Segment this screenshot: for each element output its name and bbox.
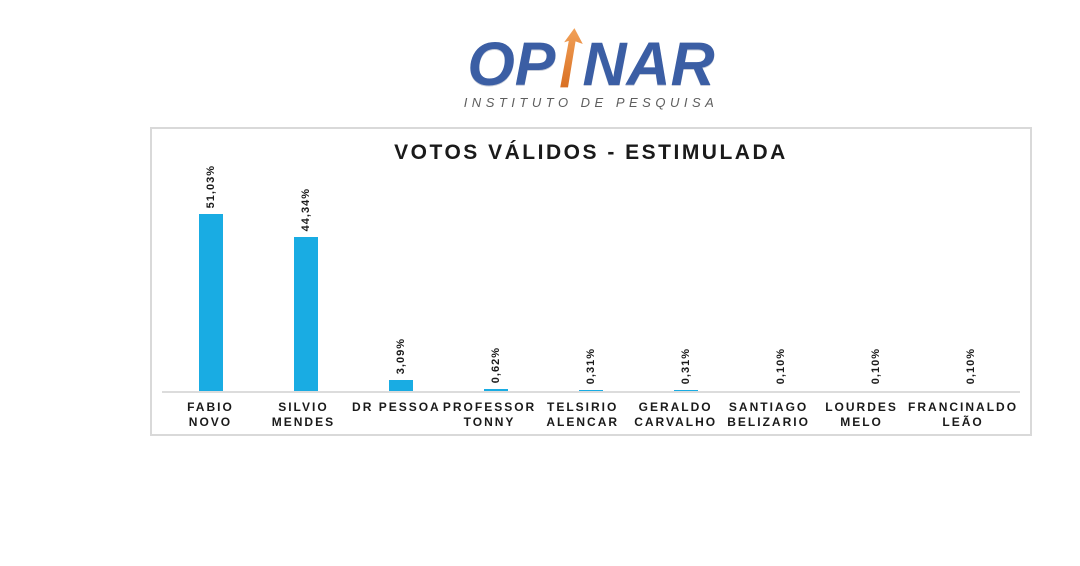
bar-value-label: 0,31% [585,347,597,384]
bar-category-label: TELSIRIO ALENCAR [546,400,620,429]
bar-column: 0,31% [544,165,639,391]
bar-category-label: PROFESSOR TONNY [442,400,537,429]
bar-value-label: 0,10% [869,348,882,385]
bar-value-label: 0,62% [490,346,503,383]
logo-subtitle: INSTITUTO DE PESQUISA [463,95,719,110]
bar-category-label: FRANCINALDO LEÃO [908,400,1019,429]
bar-column: 3,09% [354,165,449,391]
bar-column: 0,10% [923,165,1018,391]
bar-category-label: LOURDES MELO [825,400,898,429]
bar-column: 44,34% [259,165,354,391]
x-axis-line [162,391,1020,393]
bar-category-label: SANTIAGO BELIZARIO [727,400,810,429]
bar-column: 0,31% [638,165,733,391]
bar-category-label: DR PESSOA [352,400,441,414]
chart-panel: VOTOS VÁLIDOS - ESTIMULADA 51,03% 44,34%… [150,127,1032,436]
bar-value-label: 3,09% [395,338,408,375]
bar-column: 0,10% [828,165,923,391]
bar-category-label: SILVIO MENDES [271,400,336,429]
bar [294,237,319,391]
bar-value-label: 0,31% [679,347,692,384]
category-labels-row: FABIO NOVO SILVIO MENDES DR PESSOA PROFE… [164,400,1018,429]
bar-value-label: 0,10% [964,348,977,385]
bar [579,389,603,391]
opinar-logo: OP NAR INSTITUTO DE PESQUISA [150,24,1032,110]
bar-category-label: GERALDO CARVALHO [634,400,718,429]
chart-title: VOTOS VÁLIDOS - ESTIMULADA [394,141,788,164]
logo-brand-suffix: NAR [582,29,715,98]
bar-value-label: 44,34% [300,187,313,232]
up-arrow-icon [559,27,585,89]
bar [199,214,224,391]
bar-column: 0,62% [449,165,544,391]
bar [484,388,509,391]
bar-category-label: FABIO NOVO [187,400,234,429]
plot-area: 51,03% 44,34% 3,09% 0,62% 0,31% 0,31% [164,165,1018,391]
bar-value-label: 51,03% [205,165,218,209]
logo-brand-prefix: OP [467,29,556,98]
bar [389,380,414,391]
bar-value-label: 0,10% [774,348,787,385]
logo-brand-row: OP NAR [150,24,1032,98]
bar [673,389,698,391]
bar-column: 0,10% [733,165,828,391]
bar-column: 51,03% [164,165,259,391]
